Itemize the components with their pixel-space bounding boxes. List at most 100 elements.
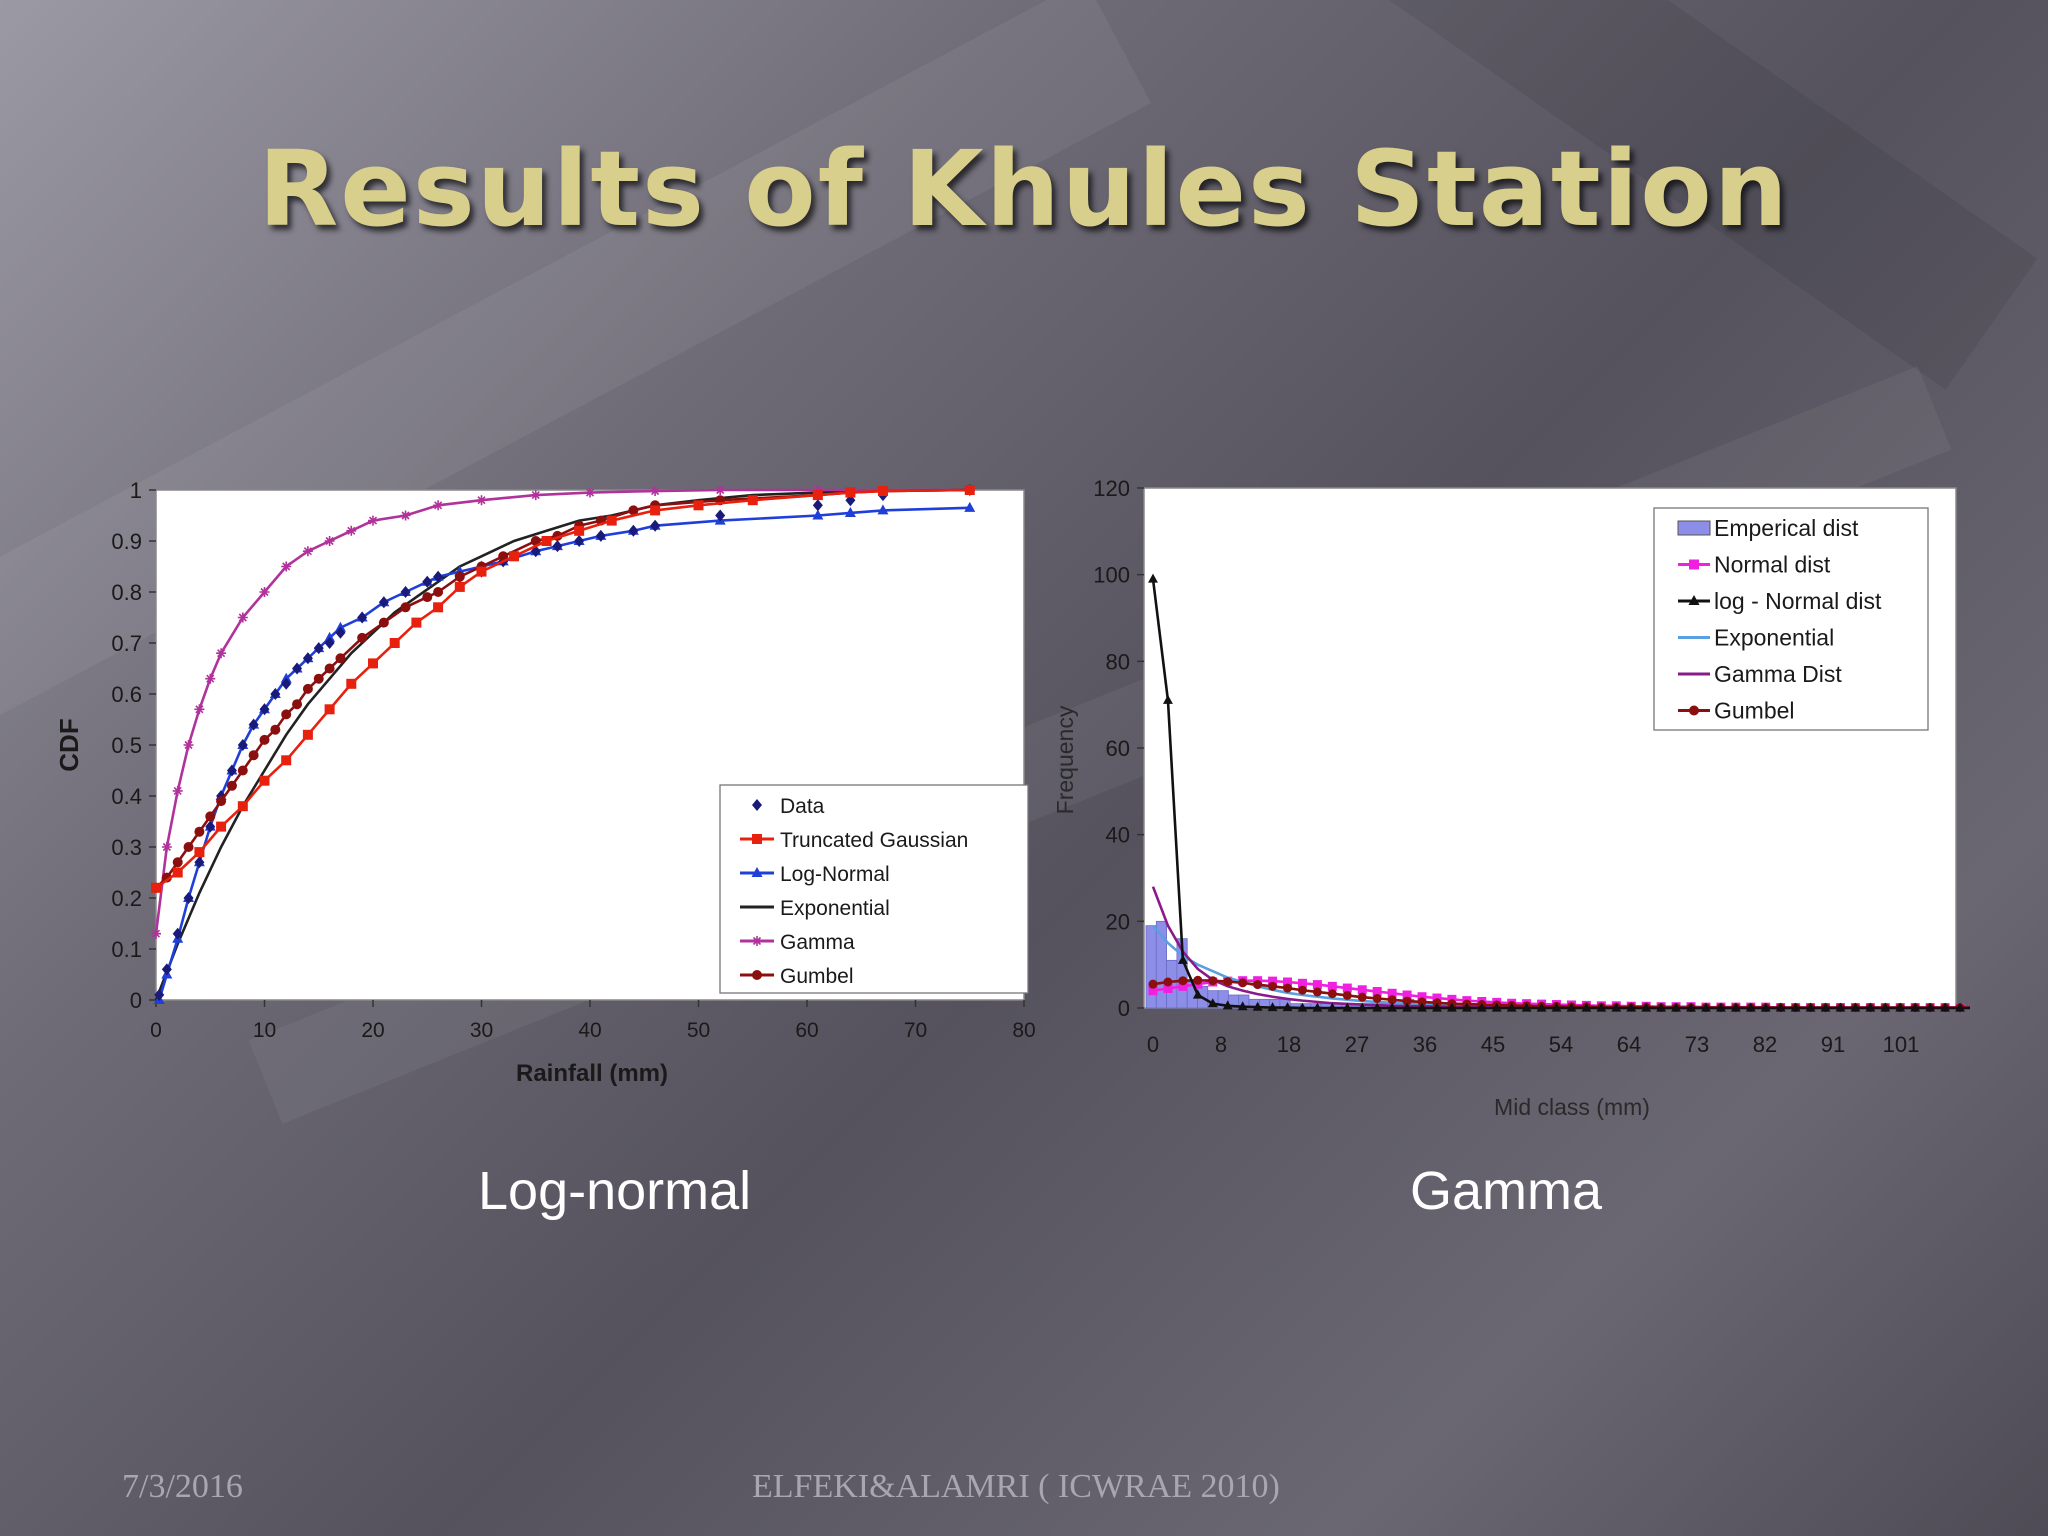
cdf-point-truncated-gaussian <box>747 495 758 506</box>
frequency-point-log-normal-dist <box>1895 1002 1906 1012</box>
cdf-point-gamma <box>237 612 248 623</box>
cdf-point-data <box>259 703 270 716</box>
cdf-point-truncated-gaussian <box>151 882 161 893</box>
cdf-point-gumbel <box>292 699 303 710</box>
frequency-point-log-normal-dist <box>1955 1002 1965 1012</box>
cdf-x-axis-label: Rainfall (mm) <box>516 1060 668 1087</box>
cdf-y-tick-label: 0 <box>130 988 142 1013</box>
cdf-point-gamma <box>400 510 411 521</box>
frequency-point-gumbel <box>1327 989 1337 999</box>
cdf-point-truncated-gaussian <box>574 525 585 536</box>
frequency-x-tick-label: 73 <box>1685 1032 1709 1057</box>
frequency-point-log-normal-dist <box>1177 954 1188 964</box>
cdf-x-tick-label: 60 <box>795 1019 818 1042</box>
frequency-point-log-normal-dist <box>1491 1002 1502 1012</box>
frequency-point-log-normal-dist <box>1686 1002 1696 1012</box>
cdf-point-gamma <box>172 785 183 796</box>
frequency-point-log-normal-dist <box>1760 1002 1771 1012</box>
cdf-point-truncated-gaussian <box>346 678 357 689</box>
cdf-point-truncated-gaussian <box>509 551 520 562</box>
cdf-legend-item-truncated-gaussian: Truncated Gaussian <box>740 829 968 852</box>
frequency-point-normal-dist <box>1432 993 1442 1003</box>
cdf-point-truncated-gaussian <box>454 581 465 592</box>
frequency-point-log-normal-dist <box>1730 1002 1741 1012</box>
cdf-point-truncated-gaussian <box>194 847 205 858</box>
frequency-legend-swatch-marker <box>1689 705 1699 716</box>
frequency-point-log-normal-dist <box>1850 1002 1861 1012</box>
frequency-point-log-normal-dist <box>1925 1002 1936 1012</box>
frequency-point-log-normal-dist <box>1417 1002 1427 1012</box>
frequency-x-tick-label: 36 <box>1413 1032 1437 1057</box>
frequency-point-log-normal-dist <box>1790 1002 1801 1012</box>
cdf-x-tick-label: 30 <box>470 1019 493 1042</box>
frequency-x-tick-label: 45 <box>1481 1032 1505 1057</box>
frequency-point-log-normal-dist <box>1192 989 1203 999</box>
cdf-point-gumbel <box>400 602 411 613</box>
frequency-legend-item-emperical-dist: Emperical dist <box>1677 515 1859 541</box>
frequency-point-log-normal-dist <box>1835 1002 1846 1012</box>
frequency-point-log-normal-dist <box>1506 1002 1517 1012</box>
frequency-point-log-normal-dist <box>1252 1001 1263 1011</box>
cdf-point-gumbel <box>281 709 292 720</box>
cdf-legend-label-exponential: Exponential <box>780 897 890 920</box>
frequency-point-log-normal-dist <box>1162 694 1173 704</box>
cdf-point-gamma <box>368 515 378 526</box>
frequency-point-gumbel <box>1208 976 1218 986</box>
frequency-point-log-normal-dist <box>1342 1002 1353 1012</box>
caption-log-normal: Log-normal <box>478 1161 752 1221</box>
cdf-point-gamma <box>324 536 335 546</box>
cdf-point-log-normal <box>324 631 336 642</box>
frequency-point-normal-dist <box>1417 992 1427 1002</box>
cdf-point-gamma <box>259 587 270 597</box>
cdf-point-data <box>812 499 823 512</box>
cdf-point-data <box>324 637 335 649</box>
frequency-legend-item-gamma-dist: Gamma Dist <box>1678 661 1842 687</box>
frequency-legend-label-gumbel: Gumbel <box>1714 698 1795 724</box>
cdf-point-gumbel <box>378 617 389 628</box>
cdf-point-truncated-gaussian <box>389 638 400 648</box>
cdf-point-gamma <box>530 490 541 501</box>
cdf-point-gamma <box>183 740 194 750</box>
cdf-y-tick-label: 0.2 <box>111 886 142 911</box>
frequency-bar <box>1145 925 1157 1009</box>
cdf-legend-swatch-marker <box>752 799 762 811</box>
frequency-legend-label-exponential: Exponential <box>1714 625 1834 651</box>
cdf-point-data <box>237 739 248 751</box>
frequency-x-tick-label: 8 <box>1215 1032 1227 1057</box>
cdf-point-gumbel <box>302 683 313 694</box>
frequency-point-log-normal-dist <box>1357 1002 1368 1012</box>
frequency-x-axis-label: Mid class (mm) <box>1494 1094 1650 1120</box>
frequency-point-log-normal-dist <box>1282 1002 1293 1012</box>
cdf-point-gamma <box>194 704 205 715</box>
frequency-point-log-normal-dist <box>1671 1002 1682 1012</box>
frequency-point-gumbel <box>1178 976 1188 986</box>
cdf-point-gumbel <box>259 734 270 745</box>
cdf-point-data <box>161 963 172 976</box>
frequency-point-log-normal-dist <box>1446 1002 1457 1012</box>
frequency-point-normal-dist <box>1372 987 1382 997</box>
frequency-legend-label-emperical-dist: Emperical dist <box>1714 515 1859 541</box>
frequency-point-gumbel <box>1402 996 1412 1006</box>
frequency-point-log-normal-dist <box>1297 1002 1308 1012</box>
cdf-point-gamma <box>281 561 292 572</box>
frequency-point-log-normal-dist <box>1461 1002 1472 1012</box>
cdf-legend-label-truncated-gaussian: Truncated Gaussian <box>780 829 968 852</box>
cdf-point-truncated-gaussian <box>812 490 823 501</box>
cdf-legend-label-gumbel: Gumbel <box>780 965 854 988</box>
frequency-point-gumbel <box>1417 997 1427 1007</box>
cdf-y-tick-label: 0.9 <box>111 529 142 554</box>
cdf-point-data <box>292 662 303 675</box>
cdf-x-tick-label: 40 <box>578 1019 601 1042</box>
footer-credit: ELFEKI&ALAMRI ( ICWRAE 2010) <box>752 1468 1280 1505</box>
cdf-point-data <box>628 524 639 537</box>
frequency-point-gumbel <box>1163 977 1173 987</box>
frequency-x-tick-label: 0 <box>1147 1032 1159 1057</box>
frequency-point-gumbel <box>1148 979 1158 989</box>
frequency-point-log-normal-dist <box>1715 1002 1726 1012</box>
frequency-point-gumbel <box>1223 977 1233 987</box>
frequency-x-tick-label: 64 <box>1617 1032 1641 1057</box>
cdf-legend-item-gamma: Gamma <box>740 931 855 954</box>
cdf-y-tick-label: 0.1 <box>111 937 142 962</box>
cdf-point-gamma <box>216 648 227 659</box>
cdf-point-gamma <box>151 928 161 939</box>
